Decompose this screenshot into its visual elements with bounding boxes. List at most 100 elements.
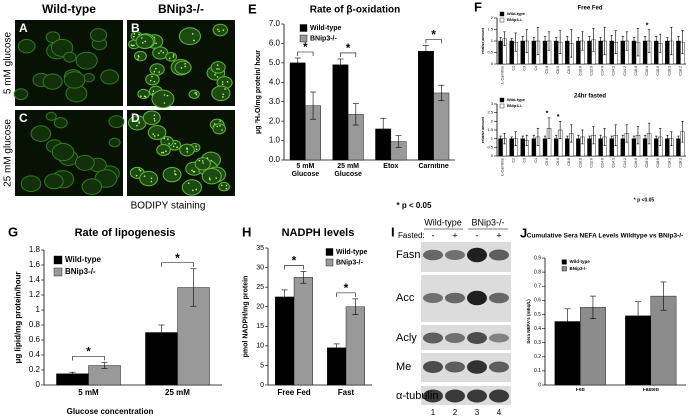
lipid-droplet bbox=[193, 170, 196, 173]
lipid-droplet bbox=[184, 65, 186, 68]
y-tick-label: 0 bbox=[260, 382, 264, 389]
fasted-sign: + bbox=[496, 230, 501, 240]
lipid-droplet bbox=[155, 67, 157, 70]
row-label: 5 mM glucose bbox=[3, 31, 14, 94]
y-tick-label: 1 bbox=[491, 38, 494, 43]
cell bbox=[51, 142, 75, 162]
lipid-droplet bbox=[216, 76, 219, 78]
x-axis-title: Glucose concentration bbox=[67, 407, 154, 416]
y-tick-label: 10 bbox=[256, 343, 264, 350]
legend-label: BNip3-/- bbox=[507, 17, 523, 22]
band bbox=[423, 249, 443, 261]
lipid-droplet bbox=[153, 80, 156, 83]
x-tick-label-box: 25 mM bbox=[165, 388, 190, 397]
chart-title: 24hr fasted bbox=[574, 94, 606, 100]
group-label: Wild-type bbox=[424, 217, 462, 227]
cell bbox=[81, 178, 103, 195]
cell bbox=[212, 23, 228, 37]
band bbox=[423, 389, 443, 403]
lane-number: 2 bbox=[453, 408, 458, 417]
x-tick-label: 5 mM Glucose bbox=[291, 163, 320, 179]
x-tick-label-box: 5 mM Glucose bbox=[291, 163, 320, 179]
chart-title: NADPH levels bbox=[282, 227, 355, 239]
lipid-droplet bbox=[144, 40, 147, 43]
y-tick-label: 4.0 bbox=[269, 77, 281, 86]
bar bbox=[345, 306, 365, 386]
cell bbox=[17, 39, 36, 54]
y-axis-title: pmol NADPH/mg protein bbox=[242, 276, 249, 358]
lipid-droplet bbox=[176, 146, 178, 149]
lipid-droplet bbox=[218, 30, 220, 33]
band bbox=[445, 250, 465, 260]
x-tick-label: 25 mM bbox=[165, 388, 190, 397]
cell bbox=[108, 115, 125, 129]
panel-letter: B bbox=[131, 21, 140, 35]
lipid-droplet bbox=[221, 83, 224, 86]
panel-letter: I bbox=[391, 224, 395, 239]
column-label: BNip3-/- bbox=[158, 2, 204, 16]
y-tick-label: 1 bbox=[491, 136, 494, 141]
significance-mark: * bbox=[431, 28, 436, 42]
lipid-droplet bbox=[226, 81, 229, 83]
lipid-droplet bbox=[191, 169, 193, 171]
cell bbox=[211, 85, 231, 102]
cell bbox=[174, 60, 192, 75]
significance-mark: * bbox=[86, 345, 91, 359]
bar bbox=[580, 307, 606, 386]
x-tick-label: C16:1 bbox=[645, 158, 649, 168]
lipid-droplet bbox=[158, 52, 160, 55]
protein-label: Me bbox=[396, 361, 411, 373]
cell bbox=[45, 31, 61, 44]
panel-letter: C bbox=[19, 111, 28, 125]
y-tick-label: 7.0 bbox=[269, 19, 281, 28]
lipid-droplet bbox=[180, 67, 183, 69]
y-tick-label: 15 bbox=[256, 323, 264, 330]
panel-letter: H bbox=[242, 224, 251, 239]
legend-swatch bbox=[53, 255, 63, 265]
lipid-droplet bbox=[215, 177, 217, 179]
x-tick-label: C18:1 bbox=[667, 66, 671, 76]
lipid-droplet bbox=[219, 124, 221, 127]
lane-number: 4 bbox=[497, 408, 502, 417]
cell bbox=[139, 170, 159, 187]
band bbox=[489, 389, 509, 403]
cell bbox=[137, 88, 150, 100]
significance-mark: * bbox=[303, 40, 308, 54]
cell bbox=[181, 179, 203, 196]
x-tick-label: Fasted bbox=[642, 388, 659, 393]
lipid-droplet bbox=[136, 124, 138, 127]
y-tick-label: 0.8 bbox=[534, 269, 541, 275]
bar bbox=[650, 295, 677, 386]
blot bbox=[421, 386, 511, 405]
lipid-droplet bbox=[153, 70, 156, 73]
x-tick-label-box: Fasted bbox=[642, 388, 659, 393]
x-tick-label: C8:0 bbox=[567, 66, 571, 74]
legend-swatch bbox=[325, 248, 334, 256]
lipid-droplet bbox=[151, 75, 153, 78]
bar bbox=[509, 40, 514, 65]
y-tick-label: 0.4 bbox=[29, 350, 41, 359]
x-tick-label: C8:0 bbox=[567, 158, 571, 166]
bar bbox=[509, 138, 514, 157]
lane-number: 3 bbox=[475, 408, 480, 417]
cell bbox=[53, 117, 68, 129]
lipid-droplet bbox=[152, 90, 155, 93]
y-tick-label: 6.0 bbox=[269, 39, 281, 48]
lipid-droplet bbox=[160, 50, 162, 52]
cell bbox=[147, 125, 167, 140]
cell bbox=[42, 73, 63, 90]
significance-mark: * bbox=[646, 22, 649, 29]
lipid-droplet bbox=[133, 44, 135, 47]
band bbox=[467, 247, 487, 263]
lipid-droplet bbox=[172, 56, 175, 58]
band bbox=[467, 332, 487, 344]
y-tick-label: 0.4 bbox=[534, 326, 541, 332]
y-tick-label: 0.5 bbox=[534, 312, 541, 318]
lipid-droplet bbox=[163, 102, 166, 104]
lipid-droplet bbox=[163, 137, 166, 140]
y-tick-label: 0.0 bbox=[269, 155, 281, 164]
band bbox=[423, 293, 443, 303]
legend-swatch bbox=[299, 24, 308, 32]
cell bbox=[179, 143, 195, 157]
